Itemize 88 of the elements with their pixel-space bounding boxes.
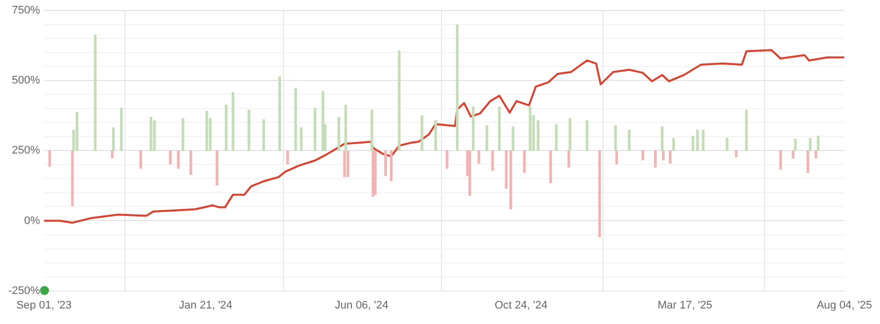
bar <box>300 127 303 152</box>
bar <box>662 150 665 160</box>
bar <box>512 126 514 152</box>
bar <box>504 150 508 189</box>
bar <box>120 108 123 152</box>
x-tick-label: Sep 01, '23 <box>16 299 72 312</box>
bar <box>232 92 234 152</box>
bar <box>491 150 494 171</box>
bar <box>614 125 617 152</box>
bar <box>150 117 152 152</box>
bar <box>615 150 618 164</box>
bar <box>294 88 297 152</box>
x-tick-label: Aug 04, '25 <box>816 299 872 312</box>
bar <box>808 138 812 152</box>
bar <box>528 106 532 152</box>
bar <box>434 120 437 152</box>
bar <box>654 150 657 168</box>
y-tick-label: 0% <box>24 214 40 227</box>
bar <box>726 138 728 152</box>
bar <box>112 127 115 152</box>
bar <box>322 90 324 152</box>
bar <box>509 150 512 210</box>
bar <box>536 120 540 152</box>
bar <box>344 104 348 152</box>
x-tick-label: Jun 06, '24 <box>334 299 388 312</box>
x-tick-label: Oct 24, '24 <box>494 299 548 312</box>
bar <box>205 110 208 152</box>
bar <box>346 150 350 178</box>
bar <box>139 150 142 169</box>
y-tick-label: 500% <box>12 74 40 87</box>
bar <box>314 108 316 152</box>
bar <box>478 150 480 164</box>
bar <box>278 76 281 152</box>
bar <box>806 150 810 173</box>
bar <box>472 106 475 152</box>
bar <box>628 130 631 152</box>
bar <box>792 150 794 158</box>
bar <box>549 150 552 184</box>
bar <box>702 130 705 152</box>
bar <box>668 150 672 164</box>
bar <box>182 118 184 152</box>
bar <box>372 150 374 197</box>
bar <box>598 150 601 238</box>
bar <box>48 150 52 167</box>
bar <box>456 24 459 152</box>
y-tick-label: -250% <box>8 284 40 297</box>
bar <box>153 120 156 152</box>
bar <box>110 150 114 158</box>
bar <box>523 150 526 173</box>
bar <box>370 110 374 152</box>
bar <box>76 112 78 152</box>
bar <box>286 150 289 164</box>
bar <box>486 125 488 152</box>
bar <box>568 150 570 168</box>
x-tick-label: Mar 17, '25 <box>658 299 712 312</box>
bar <box>169 150 172 164</box>
bar <box>816 136 820 152</box>
bar <box>71 150 74 206</box>
bar <box>794 138 797 152</box>
bar <box>338 117 340 152</box>
bar <box>262 119 266 152</box>
bar <box>343 150 346 178</box>
y-tick-label: 250% <box>12 144 40 157</box>
bar <box>554 124 558 152</box>
bar <box>446 150 448 169</box>
bar <box>224 104 228 152</box>
bar <box>672 138 675 152</box>
bar <box>779 150 782 170</box>
bar <box>216 150 218 186</box>
bar <box>94 34 97 152</box>
y-tick-label: 750% <box>12 4 40 17</box>
bar <box>398 50 401 152</box>
bar <box>586 120 588 152</box>
bar <box>420 115 424 152</box>
bar <box>468 150 472 196</box>
bar <box>660 126 664 152</box>
bar <box>374 150 377 195</box>
bar <box>390 150 393 182</box>
bar <box>190 150 192 175</box>
bar <box>642 150 644 160</box>
bar <box>177 150 180 169</box>
bar <box>814 150 818 158</box>
bar <box>498 106 501 152</box>
bar <box>384 150 387 176</box>
x-tick-label: Jan 21, '24 <box>178 299 232 312</box>
bar <box>568 118 572 152</box>
bar <box>745 110 748 152</box>
bar <box>248 110 250 152</box>
